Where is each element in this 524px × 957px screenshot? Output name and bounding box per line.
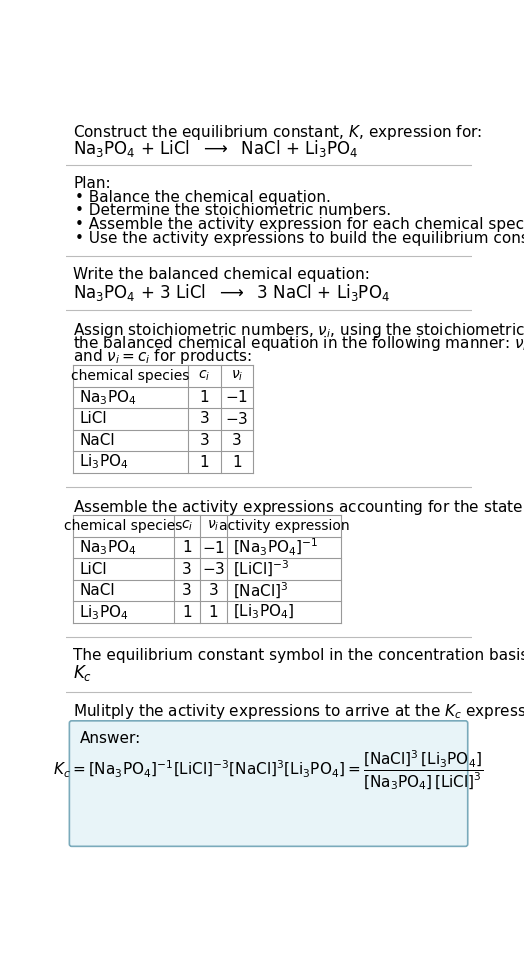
Text: $[\mathrm{Na_3PO_4}]^{-1}$: $[\mathrm{Na_3PO_4}]^{-1}$ [233,537,319,558]
Text: Construct the equilibrium constant, $K$, expression for:: Construct the equilibrium constant, $K$,… [73,122,483,142]
Text: 1: 1 [200,389,209,405]
Text: 1: 1 [182,605,192,620]
Text: $-1$: $-1$ [225,389,248,406]
Text: the balanced chemical equation in the following manner: $\nu_i = -c_i$ for react: the balanced chemical equation in the fo… [73,334,524,353]
Text: NaCl: NaCl [80,434,115,448]
Text: $[\mathrm{NaCl}]^3$: $[\mathrm{NaCl}]^3$ [233,581,289,601]
Text: 1: 1 [182,540,192,555]
Text: Mulitply the activity expressions to arrive at the $K_c$ expression:: Mulitply the activity expressions to arr… [73,702,524,722]
Text: The equilibrium constant symbol in the concentration basis is:: The equilibrium constant symbol in the c… [73,648,524,662]
Text: • Assemble the activity expression for each chemical species.: • Assemble the activity expression for e… [75,217,524,233]
Text: $K_c$: $K_c$ [73,663,92,683]
Text: Write the balanced chemical equation:: Write the balanced chemical equation: [73,267,370,281]
Text: 3: 3 [182,583,192,598]
Text: $c_i$: $c_i$ [181,519,193,533]
Text: chemical species: chemical species [64,519,183,533]
Text: $\mathrm{Na_3PO_4}$: $\mathrm{Na_3PO_4}$ [80,389,137,407]
Text: • Use the activity expressions to build the equilibrium constant expression.: • Use the activity expressions to build … [75,231,524,246]
Text: 3: 3 [199,434,209,448]
Text: activity expression: activity expression [219,519,350,533]
Text: Assign stoichiometric numbers, $\nu_i$, using the stoichiometric coefficients, $: Assign stoichiometric numbers, $\nu_i$, … [73,322,524,340]
Text: $-1$: $-1$ [202,540,225,556]
Text: 1: 1 [232,455,242,470]
Text: Answer:: Answer: [80,731,141,746]
Text: 3: 3 [232,434,242,448]
Text: 3: 3 [199,412,209,427]
Text: 1: 1 [200,455,209,470]
Text: Plan:: Plan: [73,176,111,190]
Text: 1: 1 [209,605,219,620]
Text: $K_c = [\mathrm{Na_3PO_4}]^{-1}[\mathrm{LiCl}]^{-3}[\mathrm{NaCl}]^3[\mathrm{Li_: $K_c = [\mathrm{Na_3PO_4}]^{-1}[\mathrm{… [53,748,484,791]
Text: • Determine the stoichiometric numbers.: • Determine the stoichiometric numbers. [75,204,391,218]
Text: $\nu_i$: $\nu_i$ [231,368,243,383]
Text: and $\nu_i = c_i$ for products:: and $\nu_i = c_i$ for products: [73,347,252,367]
Text: $-3$: $-3$ [202,561,225,577]
Text: $\mathrm{Na_3PO_4}$: $\mathrm{Na_3PO_4}$ [80,538,137,557]
FancyBboxPatch shape [69,721,468,846]
Text: 3: 3 [182,562,192,577]
Text: • Balance the chemical equation.: • Balance the chemical equation. [75,189,331,205]
Text: $\mathrm{Li_3PO_4}$: $\mathrm{Li_3PO_4}$ [80,603,129,622]
Text: Assemble the activity expressions accounting for the state of matter and $\nu_i$: Assemble the activity expressions accoun… [73,498,524,517]
Text: $\mathrm{Li_3PO_4}$: $\mathrm{Li_3PO_4}$ [80,453,129,472]
Text: NaCl: NaCl [80,583,115,598]
Text: LiCl: LiCl [80,562,107,577]
Text: $\mathrm{Na_3PO_4}$ + 3 LiCl  $\longrightarrow$  3 NaCl + $\mathrm{Li_3PO_4}$: $\mathrm{Na_3PO_4}$ + 3 LiCl $\longright… [73,282,390,303]
Text: $c_i$: $c_i$ [198,368,210,383]
Text: LiCl: LiCl [80,412,107,427]
Text: $[\mathrm{LiCl}]^{-3}$: $[\mathrm{LiCl}]^{-3}$ [233,559,289,579]
Text: 3: 3 [209,583,219,598]
Text: $-3$: $-3$ [225,411,248,427]
Text: chemical species: chemical species [71,368,190,383]
Text: $\nu_i$: $\nu_i$ [208,519,220,533]
Text: $\mathrm{Na_3PO_4}$ + LiCl  $\longrightarrow$  NaCl + $\mathrm{Li_3PO_4}$: $\mathrm{Na_3PO_4}$ + LiCl $\longrightar… [73,138,358,159]
Text: $[\mathrm{Li_3PO_4}]$: $[\mathrm{Li_3PO_4}]$ [233,603,294,621]
